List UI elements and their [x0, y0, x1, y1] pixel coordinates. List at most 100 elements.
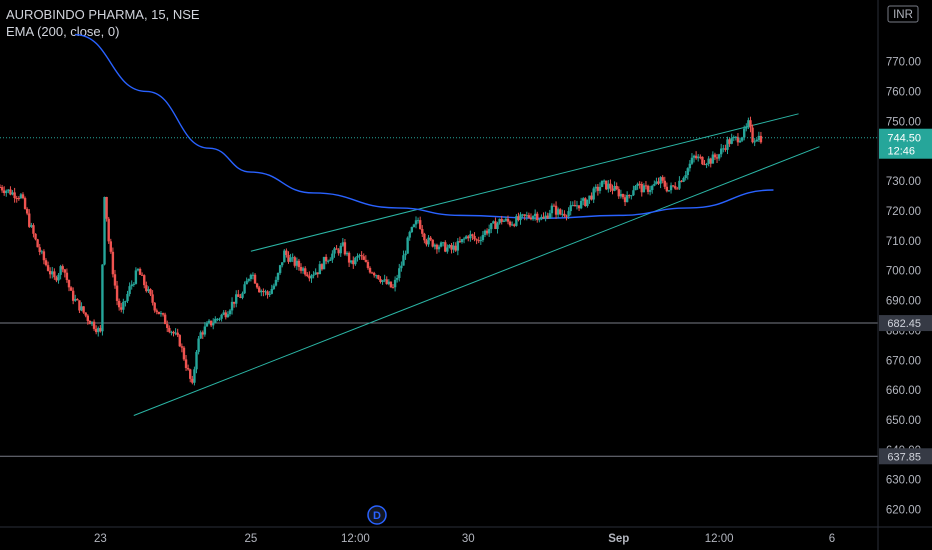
candle-body[interactable] [193, 369, 196, 383]
candle-body[interactable] [247, 279, 250, 281]
candle-body[interactable] [101, 264, 104, 332]
candle-body[interactable] [615, 185, 618, 190]
candle-body[interactable] [602, 180, 606, 182]
candle-body[interactable] [682, 178, 685, 182]
candle-body[interactable] [216, 318, 219, 320]
candle-body[interactable] [21, 194, 25, 199]
candle-body[interactable] [431, 239, 434, 247]
candle-body[interactable] [688, 163, 692, 169]
candle-body[interactable] [138, 268, 142, 275]
candle-body[interactable] [460, 239, 464, 243]
candle-body[interactable] [565, 215, 568, 217]
candle-body[interactable] [408, 232, 411, 238]
candle-body[interactable] [651, 185, 654, 191]
candle-body[interactable] [176, 332, 179, 336]
candle-body[interactable] [207, 320, 211, 324]
candle-body[interactable] [109, 241, 112, 252]
candle-body[interactable] [339, 245, 342, 254]
candle-body[interactable] [433, 244, 437, 247]
candle-body[interactable] [391, 287, 395, 289]
candle-body[interactable] [500, 218, 503, 222]
candle-body[interactable] [571, 204, 574, 206]
candle-body[interactable] [437, 246, 441, 250]
candle-body[interactable] [126, 294, 129, 302]
candle-body[interactable] [281, 262, 284, 266]
candle-body[interactable] [291, 257, 294, 259]
candle-body[interactable] [508, 221, 512, 226]
candle-body[interactable] [163, 314, 167, 325]
candle-body[interactable] [337, 249, 340, 254]
candle-body[interactable] [648, 190, 652, 192]
candle-body[interactable] [644, 185, 648, 187]
candle-body[interactable] [755, 139, 758, 142]
candle-body[interactable] [588, 195, 591, 200]
candle-body[interactable] [517, 216, 520, 221]
candle-body[interactable] [36, 239, 39, 248]
candle-body[interactable] [759, 135, 763, 143]
candle-body[interactable] [17, 198, 21, 200]
candle-body[interactable] [67, 280, 71, 288]
candle-body[interactable] [172, 331, 175, 334]
candle-body[interactable] [655, 181, 658, 184]
candle-body[interactable] [667, 190, 671, 192]
candle-body[interactable] [249, 274, 253, 280]
candle-body[interactable] [222, 312, 225, 315]
candle-body[interactable] [7, 189, 10, 191]
candle-body[interactable] [536, 213, 539, 221]
candle-body[interactable] [513, 224, 516, 226]
candle-body[interactable] [490, 223, 493, 230]
candle-body[interactable] [395, 278, 399, 280]
candle-body[interactable] [546, 215, 549, 219]
candle-body[interactable] [381, 280, 384, 282]
candle-body[interactable] [260, 290, 263, 293]
candle-body[interactable] [452, 245, 455, 250]
candle-body[interactable] [487, 229, 491, 234]
candle-body[interactable] [464, 236, 468, 239]
candle-body[interactable] [383, 279, 386, 281]
candle-body[interactable] [293, 257, 296, 266]
candle-body[interactable] [322, 256, 326, 270]
candle-body[interactable] [63, 269, 67, 273]
candle-body[interactable] [25, 208, 29, 214]
candle-body[interactable] [2, 190, 6, 194]
candle-body[interactable] [732, 137, 735, 139]
candle-body[interactable] [343, 242, 347, 255]
candle-body[interactable] [345, 252, 349, 255]
candle-body[interactable] [724, 148, 727, 150]
candle-body[interactable] [728, 139, 731, 144]
candle-body[interactable] [504, 218, 508, 221]
candle-body[interactable] [456, 241, 460, 251]
candle-body[interactable] [132, 283, 135, 285]
candle-body[interactable] [289, 257, 292, 262]
candle-body[interactable] [441, 242, 445, 244]
candle-body[interactable] [155, 310, 158, 312]
candle-body[interactable] [494, 221, 497, 229]
candle-body[interactable] [697, 156, 700, 159]
candle-body[interactable] [676, 188, 679, 190]
candle-body[interactable] [159, 313, 163, 315]
candle-body[interactable] [149, 289, 152, 295]
candle-body[interactable] [186, 367, 190, 370]
candle-body[interactable] [674, 186, 677, 189]
candle-body[interactable] [28, 213, 31, 227]
candle-body[interactable] [600, 180, 604, 187]
candle-body[interactable] [705, 163, 708, 165]
candle-body[interactable] [5, 190, 8, 194]
candle-body[interactable] [115, 285, 119, 301]
candle-body[interactable] [412, 224, 416, 228]
candle-body[interactable] [669, 185, 673, 191]
candle-body[interactable] [197, 338, 200, 352]
candle-body[interactable] [638, 183, 641, 185]
candle-body[interactable] [161, 313, 165, 315]
candle-body[interactable] [232, 301, 236, 304]
candle-body[interactable] [287, 254, 290, 262]
candle-body[interactable] [368, 267, 372, 273]
candle-body[interactable] [379, 278, 382, 282]
candle-body[interactable] [224, 312, 227, 318]
candle-body[interactable] [99, 328, 102, 332]
candle-body[interactable] [527, 215, 531, 218]
candle-body[interactable] [736, 136, 740, 143]
candle-body[interactable] [57, 274, 60, 281]
candle-body[interactable] [111, 251, 115, 275]
